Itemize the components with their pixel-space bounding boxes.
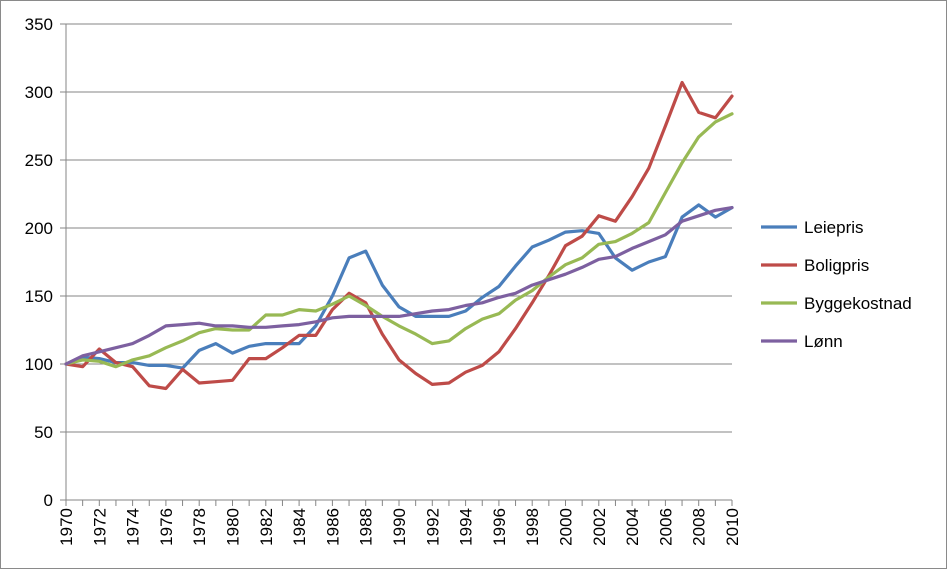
y-tick-label: 50 (34, 423, 53, 442)
legend-label: Boligpris (804, 256, 869, 275)
series-lines (64, 80, 734, 391)
y-tick-label: 0 (44, 491, 53, 510)
x-tick-label: 2002 (590, 508, 609, 546)
x-tick-label: 2000 (557, 508, 576, 546)
x-tick-label: 1982 (257, 508, 276, 546)
y-axis-tick-labels: 0 50 100 150 200 250 300 350 (25, 15, 53, 510)
legend-label: Byggekostnad (804, 294, 912, 313)
x-tick-label: 1984 (290, 508, 309, 546)
x-tick-label: 1994 (457, 508, 476, 546)
x-axis-tick-labels: 1970 1972 1974 1976 1978 1980 1982 1984 1986 1988… (57, 508, 742, 546)
x-tick-label: 2010 (723, 508, 742, 546)
x-tick-label: 1970 (57, 508, 76, 546)
series-line-boligpris (64, 80, 734, 391)
series-line-leiepris (64, 203, 734, 370)
x-tick-label: 1986 (323, 508, 342, 546)
gridlines (66, 23, 732, 433)
x-tick-label: 1978 (190, 508, 209, 546)
series-line-lønn (64, 206, 734, 366)
x-tick-label: 1992 (423, 508, 442, 546)
x-tick-label: 1972 (90, 508, 109, 546)
legend: Leiepris Boligpris Byggekostnad Lønn (761, 218, 912, 351)
x-tick-label: 1974 (124, 508, 143, 546)
axes (60, 23, 733, 506)
y-tick-label: 150 (25, 287, 53, 306)
x-tick-label: 2008 (690, 508, 709, 546)
x-tick-label: 1990 (390, 508, 409, 546)
x-tick-label: 1980 (224, 508, 243, 546)
x-tick-label: 1998 (523, 508, 542, 546)
series-line-byggekostnad (64, 112, 734, 369)
x-tick-label: 2006 (656, 508, 675, 546)
legend-label: Leiepris (804, 218, 864, 237)
y-tick-label: 100 (25, 355, 53, 374)
y-tick-label: 200 (25, 219, 53, 238)
y-tick-label: 350 (25, 15, 53, 34)
legend-label: Lønn (804, 332, 843, 351)
x-tick-label: 1988 (357, 508, 376, 546)
x-tick-label: 2004 (623, 508, 642, 546)
x-tick-label: 1976 (157, 508, 176, 546)
x-tick-label: 1996 (490, 508, 509, 546)
y-tick-label: 300 (25, 83, 53, 102)
y-tick-label: 250 (25, 151, 53, 170)
